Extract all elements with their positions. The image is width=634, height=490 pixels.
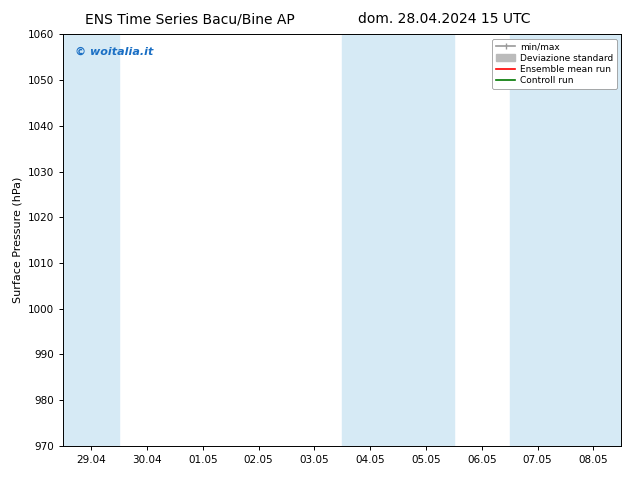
Bar xyxy=(63,34,119,446)
Bar xyxy=(510,34,621,446)
Text: dom. 28.04.2024 15 UTC: dom. 28.04.2024 15 UTC xyxy=(358,12,530,26)
Y-axis label: Surface Pressure (hPa): Surface Pressure (hPa) xyxy=(13,177,23,303)
Text: © woitalia.it: © woitalia.it xyxy=(75,47,153,57)
Text: ENS Time Series Bacu/Bine AP: ENS Time Series Bacu/Bine AP xyxy=(86,12,295,26)
Bar xyxy=(342,34,454,446)
Legend: min/max, Deviazione standard, Ensemble mean run, Controll run: min/max, Deviazione standard, Ensemble m… xyxy=(492,39,617,89)
